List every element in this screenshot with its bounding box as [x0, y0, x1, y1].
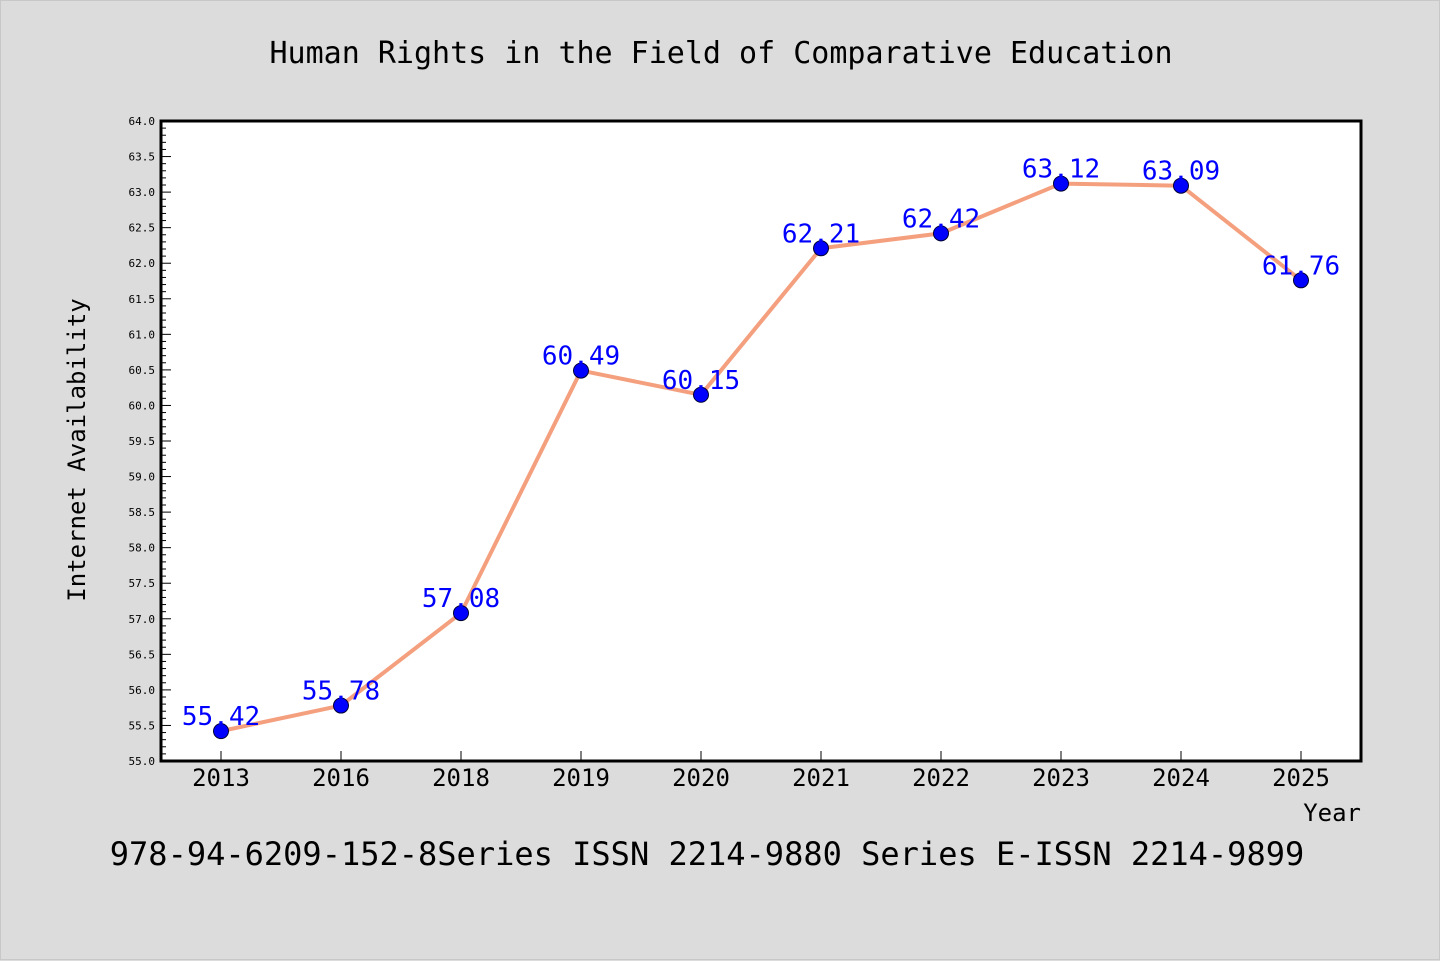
x-axis: 2013 2016 2018 2019 2020 2021 2022 2023 2024 2025 [192, 751, 1330, 792]
y-tick-label: 57.5 [129, 577, 156, 590]
y-tick-label: 55.0 [129, 755, 156, 768]
footer-isbn-issn: 978-94-6209-152-8Series ISSN 2214-9880 S… [110, 835, 1304, 873]
data-label: 57.08 [422, 584, 500, 614]
data-point [813, 240, 829, 257]
y-tick-label: 55.5 [129, 719, 156, 732]
data-label: 55.78 [302, 677, 380, 707]
y-tick-label: 59.5 [129, 435, 156, 448]
data-point [1173, 177, 1189, 194]
y-tick-label: 60.5 [129, 364, 156, 377]
chart-title: Human Rights in the Field of Comparative… [269, 36, 1172, 71]
data-label: 61.76 [1262, 251, 1340, 281]
x-tick-label: 2023 [1032, 764, 1090, 792]
plot-area [161, 121, 1361, 761]
series-layer: 55.42 55.78 57.08 60.49 60.15 62.21 62.42 63.12… [182, 155, 1340, 740]
x-tick-label: 2025 [1272, 764, 1330, 792]
data-label: 55.42 [182, 702, 260, 732]
y-tick-label: 63.5 [129, 151, 156, 164]
series-line [220, 181, 1303, 734]
plot-frame [159, 119, 1363, 763]
x-tick-label: 2021 [792, 764, 850, 792]
x-tick-label: 2018 [432, 764, 490, 792]
y-tick-label: 56.0 [129, 684, 156, 697]
data-label: 63.09 [1142, 157, 1220, 187]
y-tick-label: 58.0 [129, 542, 156, 555]
x-tick-label: 2013 [192, 764, 250, 792]
x-tick-label: 2024 [1152, 764, 1210, 792]
data-point [213, 723, 229, 740]
y-tick-label: 58.5 [129, 506, 156, 519]
y-tick-label: 59.0 [129, 471, 156, 484]
data-label: 63.12 [1022, 155, 1100, 185]
data-point [693, 386, 709, 403]
y-tick-label: 56.5 [129, 648, 156, 661]
data-point [573, 362, 589, 379]
y-axis: 55.0 55.5 56.0 56.5 57.0 57.5 58.0 58.5 59.0 59.5… [129, 115, 171, 768]
y-axis-label: Internet Availability [63, 298, 91, 601]
data-point [1293, 272, 1309, 289]
x-axis-label: Year [1303, 799, 1361, 827]
data-label: 62.42 [902, 204, 980, 234]
y-tick-label: 61.5 [129, 293, 156, 306]
x-tick-label: 2020 [672, 764, 730, 792]
x-tick-label: 2022 [912, 764, 970, 792]
y-tick-label: 61.0 [129, 328, 156, 341]
data-label: 60.49 [542, 342, 620, 372]
data-label: 60.15 [662, 366, 740, 396]
y-tick-label: 57.0 [129, 613, 156, 626]
data-point [933, 225, 949, 242]
y-tick-label: 60.0 [129, 399, 156, 412]
y-tick-label: 63.0 [129, 186, 156, 199]
data-point [1053, 175, 1069, 192]
y-tick-label: 62.5 [129, 222, 156, 235]
y-tick-label: 62.0 [129, 257, 156, 270]
x-tick-label: 2016 [312, 764, 370, 792]
data-point [453, 605, 469, 622]
data-point [333, 697, 349, 714]
x-tick-label: 2019 [552, 764, 610, 792]
y-tick-label: 64.0 [129, 115, 156, 128]
data-label: 62.21 [782, 219, 860, 249]
